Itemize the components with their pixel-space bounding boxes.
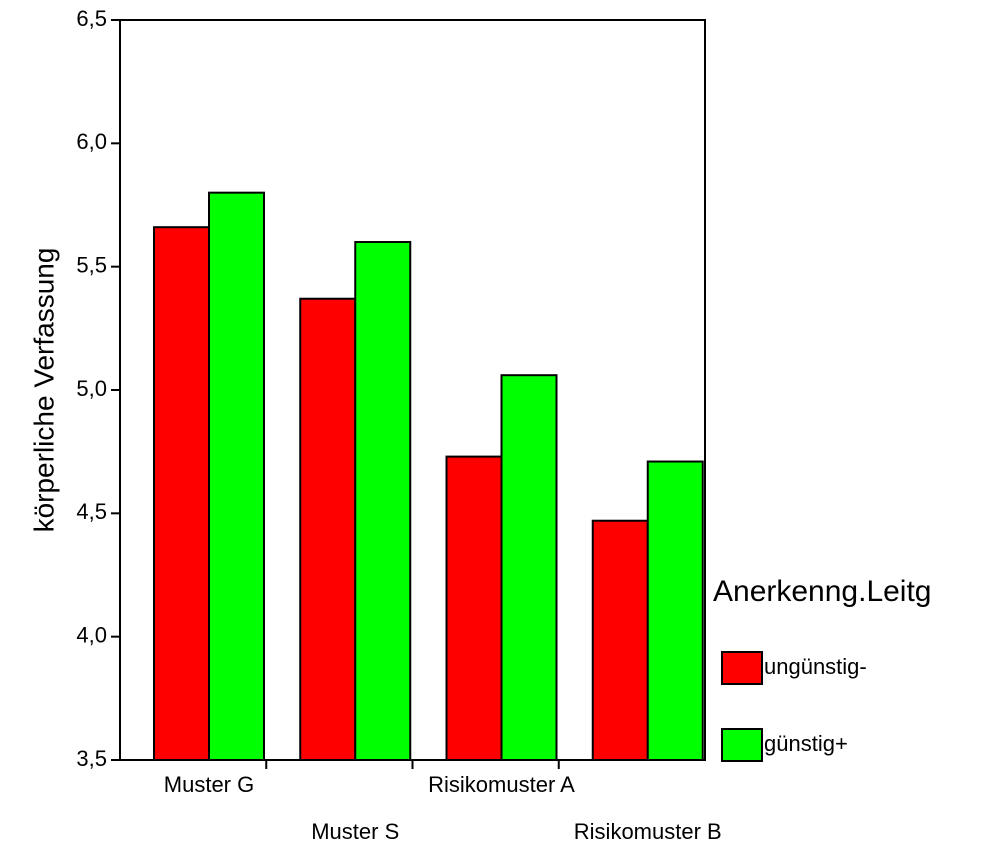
bar-unguenstig-2 <box>445 455 503 761</box>
x-category-label: Muster S <box>311 819 399 844</box>
y-tick-label: 4,0 <box>76 622 107 647</box>
y-tick-label: 4,5 <box>76 499 107 524</box>
legend-swatch <box>721 651 763 685</box>
x-category-label: Risikomuster B <box>574 819 722 844</box>
y-tick-label: 5,5 <box>76 252 107 277</box>
bar-guenstig-1 <box>354 241 412 761</box>
y-tick-label: 6,0 <box>76 129 107 154</box>
y-axis-title: körperliche Verfassung <box>28 248 59 533</box>
bar-unguenstig-3 <box>591 519 649 761</box>
bar-guenstig-0 <box>208 191 265 761</box>
bar-unguenstig-0 <box>153 226 210 761</box>
bar-unguenstig-1 <box>299 297 357 761</box>
bar-guenstig-2 <box>500 374 558 761</box>
legend-label: günstig+ <box>764 731 848 756</box>
legend: Anerkenng.Leitg ungünstig-günstig+ <box>713 575 932 762</box>
y-tick-label: 6,5 <box>76 6 107 31</box>
bars-group <box>153 191 704 761</box>
x-category-label: Muster G <box>164 772 254 797</box>
bar-guenstig-3 <box>646 460 704 761</box>
y-tick-label: 5,0 <box>76 376 107 401</box>
y-tick-label: 3,5 <box>76 746 107 771</box>
y-axis: 3,5 4,0 4,5 5,0 5,5 6,0 6,5 <box>76 6 120 771</box>
legend-label: ungünstig- <box>764 654 867 679</box>
x-axis: Muster G Muster S Risikomuster A Risikomust… <box>164 760 722 844</box>
legend-swatch <box>721 728 763 762</box>
legend-title: Anerkenng.Leitg <box>713 575 932 608</box>
x-category-label: Risikomuster A <box>428 772 575 797</box>
